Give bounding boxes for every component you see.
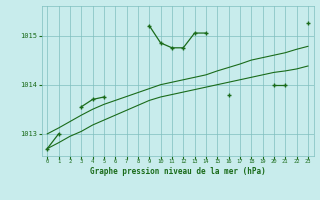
X-axis label: Graphe pression niveau de la mer (hPa): Graphe pression niveau de la mer (hPa) [90,167,266,176]
